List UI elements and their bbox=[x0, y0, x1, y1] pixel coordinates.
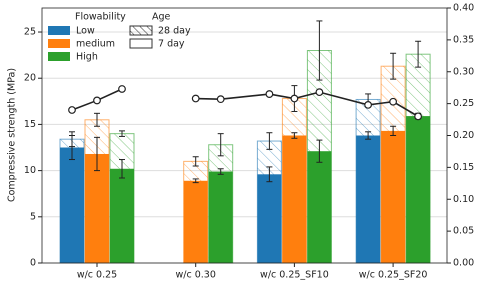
legend-label: medium bbox=[76, 39, 115, 50]
line-y2 bbox=[195, 91, 419, 118]
legend-label: High bbox=[76, 52, 98, 63]
x-tick-label: w/c 0.25_SF20 bbox=[359, 270, 428, 281]
y2-tick-label: 0.20 bbox=[453, 130, 474, 141]
line-marker bbox=[389, 97, 398, 106]
bar-7day bbox=[183, 180, 208, 263]
x-tick-label: w/c 0.25 bbox=[77, 270, 117, 281]
y-tick-label: 15 bbox=[24, 119, 36, 130]
line-marker bbox=[265, 90, 274, 98]
y-tick-label: 10 bbox=[24, 165, 36, 176]
bar-7day bbox=[110, 168, 134, 263]
legend-label: Low bbox=[76, 26, 95, 37]
x-tick-label: w/c 0.25_SF10 bbox=[260, 270, 329, 281]
bar-7day bbox=[282, 135, 307, 263]
line-marker bbox=[68, 106, 76, 114]
x-tick-label: w/c 0.30 bbox=[176, 270, 216, 281]
line-marker bbox=[414, 112, 423, 121]
bar-7day bbox=[60, 147, 84, 263]
legend-title: Age bbox=[152, 12, 171, 23]
bar-7day bbox=[208, 171, 233, 263]
bar-7day bbox=[406, 116, 431, 263]
y2-tick-label: 0.15 bbox=[453, 162, 474, 173]
y-axis-label: Compressive strength (MPa) bbox=[7, 68, 18, 202]
bar-7day bbox=[85, 153, 109, 263]
y2-tick-label: 0.35 bbox=[453, 34, 474, 45]
legend-swatch bbox=[129, 25, 153, 36]
y-tick-label: 20 bbox=[24, 73, 36, 84]
y2-tick-label: 0.30 bbox=[453, 66, 474, 77]
y2-tick-label: 0.00 bbox=[453, 258, 474, 269]
legend-label: 7 day bbox=[158, 39, 185, 50]
line-marker bbox=[191, 94, 200, 103]
legend-swatch bbox=[129, 38, 153, 49]
legend-label: 28 day bbox=[158, 26, 191, 37]
bar-7day bbox=[356, 135, 381, 263]
bar-7day bbox=[381, 130, 406, 263]
line-marker bbox=[216, 95, 225, 104]
y-tick-label: 25 bbox=[24, 27, 36, 38]
y2-tick-label: 0.10 bbox=[453, 194, 474, 205]
bar-7day bbox=[257, 174, 282, 263]
legend-title: Flowability bbox=[75, 12, 126, 23]
line-marker bbox=[364, 100, 373, 109]
plot-frame bbox=[41, 7, 448, 264]
bar-7day bbox=[307, 151, 332, 263]
line-marker bbox=[93, 96, 101, 105]
y-tick-label: 0 bbox=[30, 258, 36, 269]
y2-tick-label: 0.40 bbox=[453, 3, 474, 14]
line-marker bbox=[118, 85, 126, 93]
legend-swatch bbox=[48, 39, 70, 48]
y2-tick-label: 0.25 bbox=[453, 98, 474, 109]
legend-swatch bbox=[48, 26, 70, 35]
legend-swatch bbox=[48, 52, 70, 61]
line-marker bbox=[290, 94, 299, 103]
y-tick-label: 5 bbox=[30, 211, 36, 222]
y2-tick-label: 0.05 bbox=[453, 226, 474, 237]
line-marker bbox=[315, 88, 324, 97]
